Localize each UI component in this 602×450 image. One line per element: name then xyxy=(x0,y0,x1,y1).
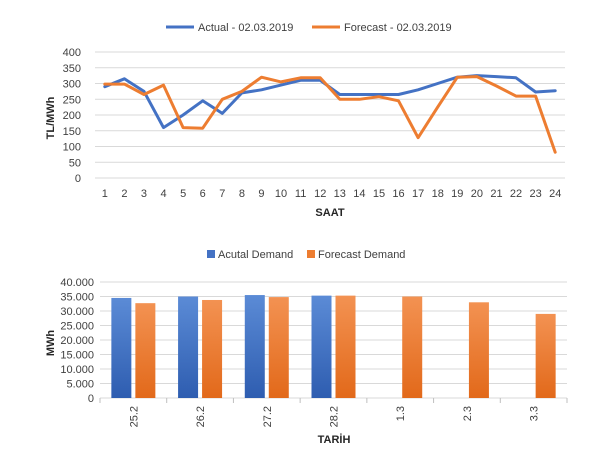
y-tick-label: 0 xyxy=(75,173,81,185)
x-tick-label: 2.3 xyxy=(462,406,474,421)
x-tick-label: 22 xyxy=(510,188,522,200)
bar-chart-x-axis-title: TARİH xyxy=(318,433,351,446)
line-chart-x-ticks: 1 2 3 4 5 6 7 8 9 10 11 12 13 14 15 16 17 18 19 20 21 22 23 24 xyxy=(102,188,562,200)
bar-forecast-demand-28-2 xyxy=(335,295,356,398)
bar-forecast-demand-3-3 xyxy=(535,313,556,398)
line-chart-x-axis-title: SAAT xyxy=(315,207,344,219)
bar-chart-gridlines xyxy=(100,281,567,399)
y-tick-label: 100 xyxy=(63,142,81,154)
legend-label-actual-demand: Acutal Demand xyxy=(218,249,293,261)
bar-actual-demand-26-2 xyxy=(178,296,199,398)
y-tick-label: 5.000 xyxy=(66,379,94,391)
bar-chart-legend: Acutal Demand Forecast Demand xyxy=(207,249,405,261)
x-tick-label: 16 xyxy=(392,188,404,200)
y-tick-label: 50 xyxy=(69,157,81,169)
y-tick-label: 300 xyxy=(63,79,81,91)
y-tick-label: 35.000 xyxy=(60,292,94,304)
x-tick-label: 1.3 xyxy=(395,406,407,421)
x-tick-label: 12 xyxy=(314,188,326,200)
x-tick-label: 3 xyxy=(141,188,147,200)
legend-label-forecast-demand: Forecast Demand xyxy=(318,249,405,261)
line-chart-gridlines xyxy=(95,51,565,179)
x-tick-label: 1 xyxy=(102,188,108,200)
bar-chart-bars xyxy=(111,295,556,398)
x-tick-label: 18 xyxy=(432,188,444,200)
y-tick-label: 40.000 xyxy=(60,277,94,289)
bar-forecast-demand-25-2 xyxy=(135,303,156,398)
legend-swatch-actual-demand xyxy=(207,250,215,258)
bar-forecast-demand-27-2 xyxy=(268,297,289,398)
bar-chart-y-ticks: 0 5.000 10.000 15.000 20.000 25.000 30.000 35.0… xyxy=(60,277,94,405)
bar-actual-demand-27-2 xyxy=(244,295,265,398)
line-chart-series xyxy=(103,74,557,154)
y-tick-label: 200 xyxy=(63,110,81,122)
x-tick-label: 15 xyxy=(373,188,385,200)
x-tick-label: 20 xyxy=(471,188,483,200)
line-chart-legend: Actual - 02.03.2019 Forecast - 02.03.201… xyxy=(166,22,452,34)
legend-swatch-forecast-demand xyxy=(307,250,315,258)
x-tick-label: 27.2 xyxy=(262,406,274,427)
legend-label-forecast: Forecast - 02.03.2019 xyxy=(344,22,452,34)
y-tick-label: 250 xyxy=(63,94,81,106)
bar-chart-x-ticks: 25.2 26.2 27.2 28.2 1.3 2.3 3.3 xyxy=(99,398,568,427)
y-tick-label: 400 xyxy=(63,47,81,59)
line-chart-y-ticks: 0 50 100 150 200 250 300 350 400 xyxy=(63,47,81,185)
y-tick-label: 10.000 xyxy=(60,364,94,376)
x-tick-label: 10 xyxy=(275,188,287,200)
x-tick-label: 26.2 xyxy=(195,406,207,427)
x-tick-label: 24 xyxy=(549,188,561,200)
x-tick-label: 19 xyxy=(451,188,463,200)
demand-bar-chart: Acutal Demand Forecast Demand 0 5.000 10.0… xyxy=(45,249,568,446)
x-tick-label: 5 xyxy=(180,188,186,200)
y-tick-label: 20.000 xyxy=(60,335,94,347)
x-tick-label: 17 xyxy=(412,188,424,200)
x-tick-label: 2 xyxy=(121,188,127,200)
bar-forecast-demand-1-3 xyxy=(402,296,423,398)
bar-forecast-demand-26-2 xyxy=(202,299,223,398)
y-tick-label: 15.000 xyxy=(60,350,94,362)
x-tick-label: 28.2 xyxy=(329,406,341,427)
x-tick-label: 4 xyxy=(160,188,166,200)
x-tick-label: 14 xyxy=(353,188,365,200)
x-tick-label: 23 xyxy=(530,188,542,200)
y-tick-label: 25.000 xyxy=(60,321,94,333)
price-line-chart: Actual - 02.03.2019 Forecast - 02.03.201… xyxy=(45,22,565,219)
series-line-forecast xyxy=(103,75,557,154)
bar-forecast-demand-2-3 xyxy=(468,302,489,398)
legend-label-actual: Actual - 02.03.2019 xyxy=(198,22,293,34)
y-tick-label: 350 xyxy=(63,63,81,75)
y-tick-label: 0 xyxy=(88,393,94,405)
x-tick-label: 3.3 xyxy=(529,406,541,421)
bar-chart-y-axis-title: MWh xyxy=(45,330,57,357)
bar-actual-demand-25-2 xyxy=(111,297,132,398)
x-tick-label: 25.2 xyxy=(128,406,140,427)
x-tick-label: 9 xyxy=(258,188,264,200)
y-tick-label: 30.000 xyxy=(60,306,94,318)
x-tick-label: 11 xyxy=(295,188,306,200)
line-chart-y-axis-title: TL/MWh xyxy=(45,96,57,139)
x-tick-label: 8 xyxy=(239,188,245,200)
x-tick-label: 13 xyxy=(334,188,346,200)
x-tick-label: 21 xyxy=(490,188,502,200)
y-tick-label: 150 xyxy=(63,126,81,138)
x-tick-label: 7 xyxy=(219,188,225,200)
bar-actual-demand-28-2 xyxy=(311,295,332,398)
x-tick-label: 6 xyxy=(200,188,206,200)
